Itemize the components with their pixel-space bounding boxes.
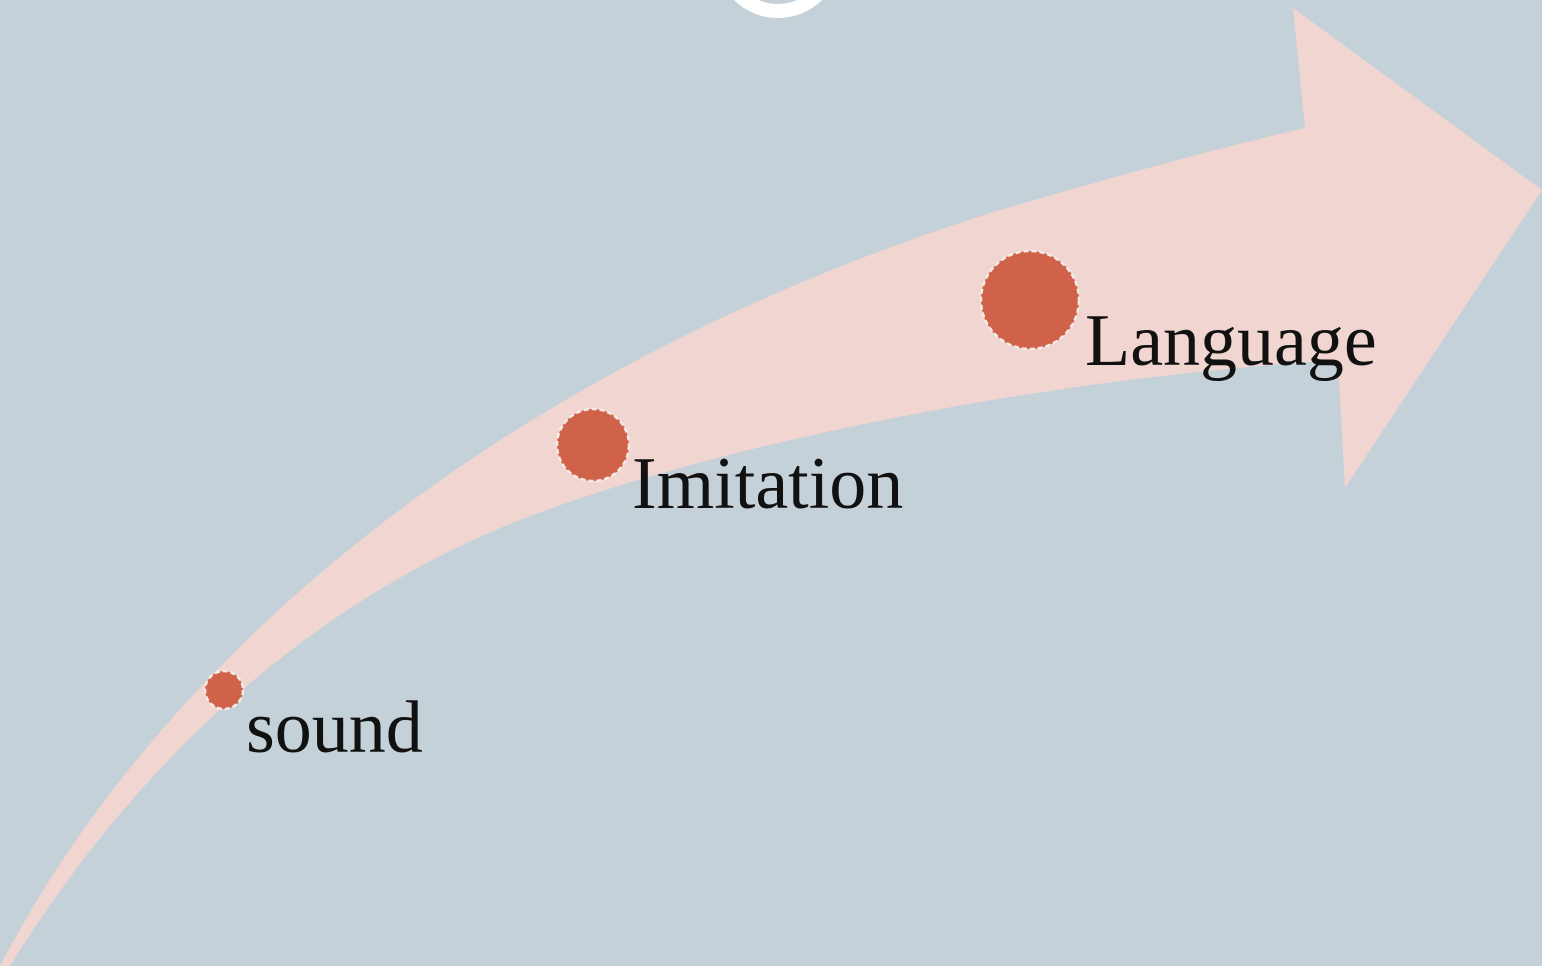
- decorative-ring: [733, 0, 823, 18]
- node-dot: [203, 669, 245, 711]
- node-label: Language: [1085, 300, 1377, 382]
- node-label: Imitation: [632, 443, 903, 525]
- node-label: sound: [246, 687, 423, 769]
- node-dot: [555, 407, 631, 483]
- node-dot: [979, 249, 1081, 351]
- growth-arrow: [0, 8, 1542, 966]
